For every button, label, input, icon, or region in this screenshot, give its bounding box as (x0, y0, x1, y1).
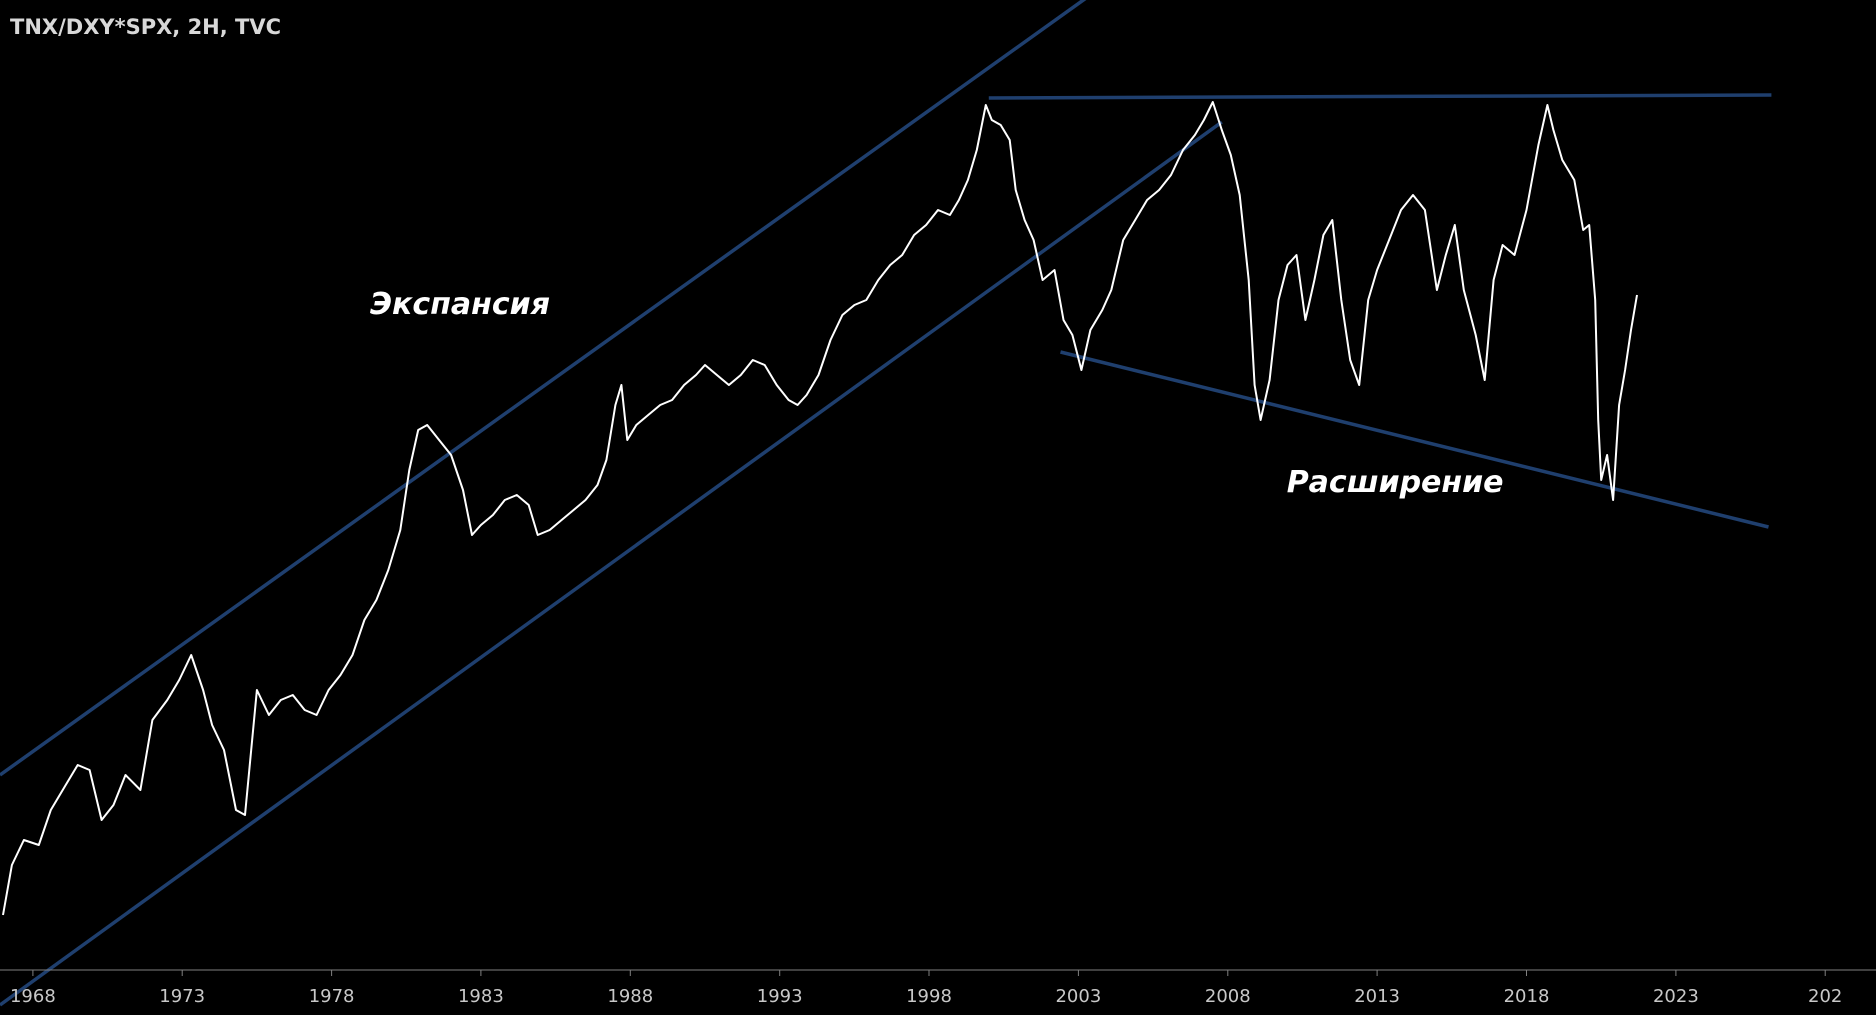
series-line-1 (2, 101, 1638, 916)
annotation-label-2: Расширение (1287, 465, 1504, 500)
x-tick-label: 1968 (10, 986, 56, 1007)
x-tick-label: 1998 (906, 986, 952, 1007)
x-tick-label: 2013 (1354, 986, 1400, 1007)
x-tick-label: 1983 (458, 986, 504, 1007)
x-tick-label: 1993 (757, 986, 803, 1007)
x-tick-label: 2003 (1055, 986, 1101, 1007)
x-tick-label: 2023 (1653, 986, 1699, 1007)
x-tick-label: 2018 (1504, 986, 1550, 1007)
annotations: Экспансия Расширение (370, 287, 1503, 500)
x-tick-label: 1973 (159, 986, 205, 1007)
trend-line-3 (988, 93, 1772, 100)
x-axis-ticks: 1968 1973 1978 1983 1988 1993 1998 2003 2008 2013… (10, 970, 1842, 1007)
trend-line-4 (1060, 350, 1769, 529)
x-tick-label: 1978 (309, 986, 355, 1007)
chart-title: TNX/DXY*SPX, 2H, TVC (10, 15, 281, 39)
annotation-label-1: Экспансия (370, 287, 550, 322)
x-tick-label: 1988 (607, 986, 653, 1007)
trend-line-1 (0, 0, 1087, 777)
trend-lines (0, 0, 1772, 1007)
x-tick-label: 2008 (1205, 986, 1251, 1007)
x-tick-label: 202 (1808, 986, 1842, 1007)
price-series (2, 101, 1638, 916)
trend-line-2 (0, 120, 1223, 1007)
